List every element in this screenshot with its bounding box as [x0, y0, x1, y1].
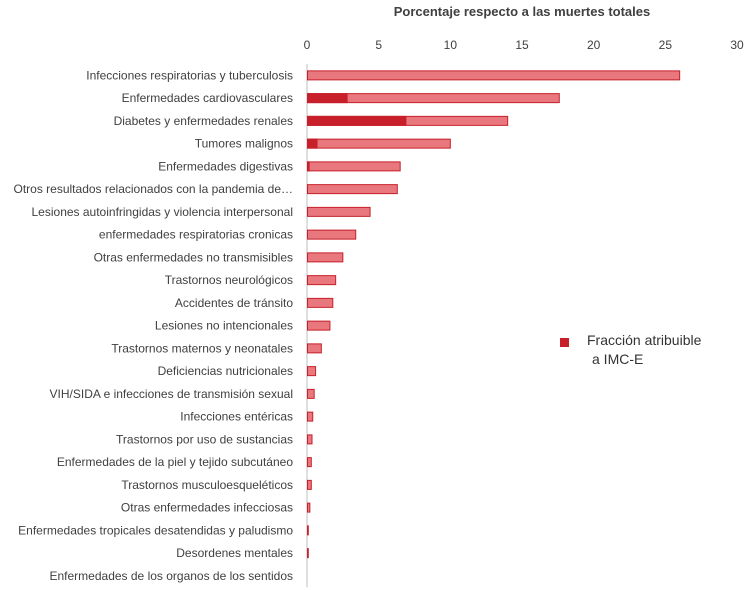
category-label: Trastornos musculoesqueléticos: [121, 478, 293, 492]
category-label: Lesiones autoinfringidas y violencia int…: [32, 205, 294, 219]
category-label: Trastornos maternos y neonatales: [111, 341, 293, 355]
category-label: Lesiones no intencionales: [155, 319, 293, 333]
bar-total: [307, 161, 401, 172]
bar-total: [307, 320, 331, 331]
category-label: Desordenes mentales: [176, 546, 293, 560]
bar-total: [307, 502, 311, 513]
legend-label-line1: Fracción atribuible: [587, 332, 702, 348]
category-label: Deficiencias nutricionales: [158, 364, 293, 378]
bar-total: [307, 297, 334, 308]
x-tick-label: 15: [515, 38, 529, 52]
legend-label-line2: a IMC-E: [592, 351, 644, 367]
bar-total: [307, 366, 317, 377]
x-tick-label: 5: [375, 38, 382, 52]
bar-total: [307, 70, 681, 81]
bar-attributable: [307, 115, 407, 126]
x-tick-label: 10: [444, 38, 458, 52]
x-tick-label: 0: [304, 38, 311, 52]
category-label: VIH/SIDA e infecciones de transmisión se…: [50, 387, 293, 401]
bar-attributable: [307, 138, 318, 149]
category-label: Otros resultados relacionados con la pan…: [14, 182, 294, 196]
bar-total: [307, 206, 371, 217]
category-label: Diabetes y enfermedades renales: [114, 114, 293, 128]
bar-total: [307, 457, 312, 468]
bar-total: [307, 138, 451, 149]
category-label: Enfermedades de los organos de los senti…: [50, 569, 294, 583]
category-label: Enfermedades de la piel y tejido subcutá…: [57, 455, 293, 469]
x-tick-label: 25: [659, 38, 673, 52]
category-label: Trastornos por uso de sustancias: [116, 432, 293, 446]
bar-total: [307, 434, 313, 445]
bar-total: [307, 479, 312, 490]
category-label: Otras enfermedades infecciosas: [121, 501, 293, 515]
bar-total: [307, 525, 309, 536]
category-label: Trastornos neurológicos: [165, 273, 293, 287]
chart-title: Porcentaje respecto a las muertes totale…: [394, 4, 651, 19]
legend-swatch-attributable: [560, 338, 569, 347]
x-axis-ticks: 0 5 10 15 20 25 30: [304, 38, 744, 52]
category-label: Enfermedades tropicales desatendidas y p…: [18, 523, 293, 537]
bars: [307, 70, 681, 559]
bar-total: [307, 184, 398, 195]
bar-total: [307, 229, 357, 240]
bar-attributable: [307, 93, 348, 104]
x-tick-label: 20: [587, 38, 601, 52]
category-labels: Infecciones respiratorias y tuberculosis…: [14, 68, 294, 583]
bar-total: [307, 275, 337, 286]
category-label: Enfermedades cardiovasculares: [122, 91, 293, 105]
category-label: Infecciones respiratorias y tuberculosis: [86, 68, 293, 82]
bar-total: [307, 343, 322, 354]
bar-attributable: [307, 161, 310, 172]
category-label: Accidentes de tránsito: [175, 296, 293, 310]
x-tick-label: 30: [730, 38, 744, 52]
bar-total: [307, 411, 314, 422]
bar-total: [307, 548, 309, 559]
category-label: Tumores malignos: [195, 137, 293, 151]
bar-total: [307, 252, 344, 263]
category-label: Infecciones entéricas: [180, 410, 293, 424]
bar-total: [307, 388, 315, 399]
category-label: enfermedades respiratorias cronicas: [99, 228, 293, 242]
category-label: Otras enfermedades no transmisibles: [94, 250, 293, 264]
category-label: Enfermedades digestivas: [158, 159, 293, 173]
